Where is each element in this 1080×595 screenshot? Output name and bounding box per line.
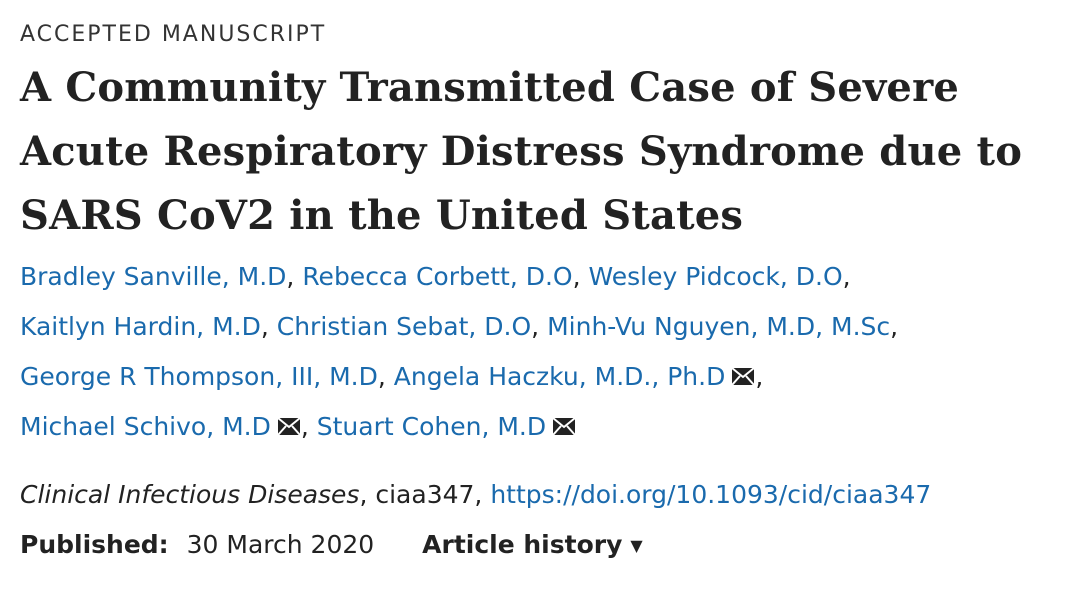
author-line: George R Thompson, III, M.D, Angela Hacz… [20,352,1070,402]
citation: Clinical Infectious Diseases, ciaa347, h… [20,480,931,509]
author-link[interactable]: Wesley Pidcock, D.O [588,262,843,291]
article-history-label: Article history [422,530,623,559]
publication-info: Published: 30 March 2020 Article history… [20,530,643,559]
author-line: Kaitlyn Hardin, M.D, Christian Sebat, D.… [20,302,1070,352]
manuscript-label: ACCEPTED MANUSCRIPT [20,22,327,47]
author-separator: , [300,412,317,441]
author-link[interactable]: Christian Sebat, D.O [276,312,532,341]
published-date: 30 March 2020 [186,530,375,559]
citation-separator: , [474,480,491,509]
author-link[interactable]: George R Thompson, III, M.D [20,362,378,391]
author-line: Bradley Sanville, M.D, Rebecca Corbett, … [20,252,1070,302]
author-separator: , [842,262,851,291]
article-title: A Community Transmitted Case of Severe A… [20,64,1023,239]
author-link[interactable]: Kaitlyn Hardin, M.D [20,312,261,341]
author-separator: , [260,312,277,341]
citation-separator: , [359,480,376,509]
author-list: Bradley Sanville, M.D, Rebecca Corbett, … [20,252,1070,452]
author-link[interactable]: Minh-Vu Nguyen, M.D, M.Sc [547,312,891,341]
article-id: ciaa347 [375,480,475,509]
author-link[interactable]: Rebecca Corbett, D.O [302,262,573,291]
author-line: Michael Schivo, M.D, Stuart Cohen, M.D [20,402,1070,452]
doi-link[interactable]: https://doi.org/10.1093/cid/ciaa347 [490,480,932,509]
caret-down-icon: ▼ [630,536,643,555]
journal-name: Clinical Infectious Diseases [20,480,360,509]
envelope-icon[interactable] [277,417,301,436]
author-separator: , [286,262,303,291]
author-separator: , [572,262,589,291]
published-label: Published: [20,530,169,559]
author-separator: , [755,362,764,391]
author-link[interactable]: Stuart Cohen, M.D [316,412,547,441]
envelope-icon[interactable] [731,367,756,386]
author-separator: , [377,362,394,391]
envelope-icon[interactable] [552,417,576,436]
author-link[interactable]: Angela Haczku, M.D., Ph.D [393,362,726,391]
author-link[interactable]: Bradley Sanville, M.D [20,262,287,291]
author-link[interactable]: Michael Schivo, M.D [20,412,271,441]
author-separator: , [531,312,548,341]
author-separator: , [890,312,899,341]
article-history-toggle[interactable]: Article history ▼ [422,530,643,559]
